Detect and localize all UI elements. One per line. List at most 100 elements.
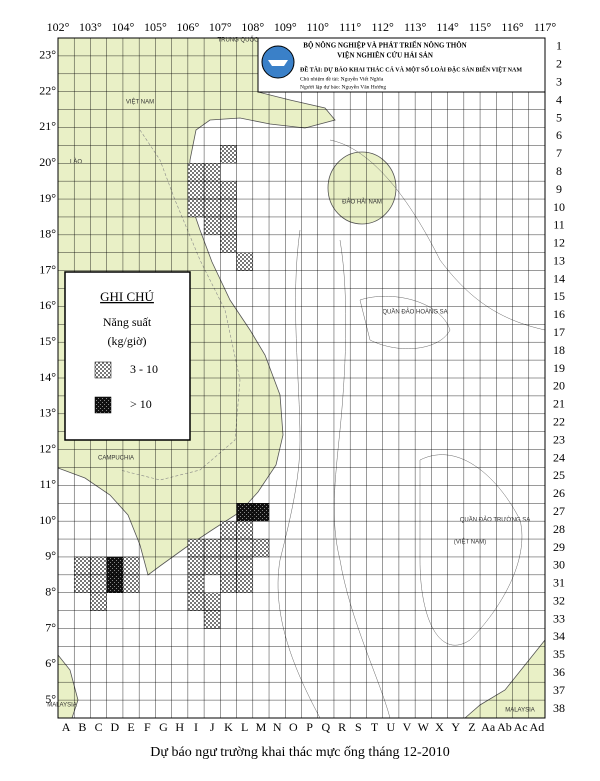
row-label: 6 xyxy=(556,128,562,142)
column-label: A xyxy=(62,720,71,734)
legend-unit: (kg/giờ) xyxy=(107,334,146,348)
legend-title: GHI CHÚ xyxy=(100,289,154,304)
row-label: 32 xyxy=(553,593,565,607)
place-label: VIỆT NAM xyxy=(126,98,154,106)
place-label: TRUNG QUỐC xyxy=(218,37,260,44)
column-label: Ab xyxy=(497,720,512,734)
forecast-cell xyxy=(203,180,221,200)
forecast-cell xyxy=(203,610,221,629)
longitude-label: 117° xyxy=(534,20,557,34)
latitude-label: 20° xyxy=(39,155,56,169)
legend-subtitle: Năng suất xyxy=(103,315,152,329)
longitude-label: 106° xyxy=(176,20,199,34)
row-label: 8 xyxy=(556,164,562,178)
forecast-cell xyxy=(122,574,140,593)
column-label: Q xyxy=(322,720,331,734)
latitude-label: 17° xyxy=(39,262,56,276)
row-label: 37 xyxy=(553,683,565,697)
forecast-cell xyxy=(90,574,107,593)
border xyxy=(119,129,241,481)
forecast-cell xyxy=(220,198,237,218)
row-label: 3 xyxy=(556,74,562,88)
forecast-cell xyxy=(252,503,270,522)
logo-boat xyxy=(268,60,288,66)
title-box: BỘ NÔNG NGHIỆP VÀ PHÁT TRIỂN NÔNG THÔN V… xyxy=(257,37,546,93)
forecast-cell xyxy=(203,592,221,611)
column-label: R xyxy=(338,720,346,734)
row-label: 25 xyxy=(553,468,565,482)
row-label: 19 xyxy=(553,361,565,375)
column-label: L xyxy=(241,720,248,734)
column-label: T xyxy=(371,720,379,734)
contour xyxy=(329,139,546,331)
longitude-label: 109° xyxy=(274,20,297,34)
latitude-label: 11° xyxy=(40,477,57,491)
column-label: I xyxy=(194,720,198,734)
forecast-cell xyxy=(236,520,253,540)
column-label: D xyxy=(110,720,119,734)
forecast-cell xyxy=(90,556,107,576)
column-label: X xyxy=(435,720,444,734)
forecast-cell xyxy=(74,556,91,576)
place-labels: TRUNG QUỐC VIỆT NAM LÀO CAMPUCHIA ĐẢO HẢI NA… xyxy=(47,37,535,714)
forecaster: Người lập dự báo: Nguyễn Văn Hướng xyxy=(300,83,386,90)
latitude-label: 21° xyxy=(39,119,56,133)
forecast-cell xyxy=(220,234,237,253)
place-label: QUẦN ĐẢO HOÀNG SA xyxy=(382,309,447,316)
row-label: 4 xyxy=(556,92,562,106)
column-label: N xyxy=(273,720,282,734)
latitude-label: 12° xyxy=(39,441,56,455)
column-label: E xyxy=(127,720,134,734)
row-label: 26 xyxy=(553,486,565,500)
forecast-cell xyxy=(203,538,221,558)
row-label: 20 xyxy=(553,379,565,393)
place-label: MALAYSIA xyxy=(505,708,535,714)
longitude-label: 115° xyxy=(469,20,492,34)
legend: GHI CHÚ Năng suất (kg/giờ) 3 - 10 > 10 xyxy=(64,271,191,441)
row-label: 35 xyxy=(553,647,565,661)
longitude-label: 113° xyxy=(404,20,427,34)
latitude-label: 5° xyxy=(45,692,56,706)
column-label: W xyxy=(418,720,430,734)
latitude-label: 9° xyxy=(45,549,56,563)
forecast-cell xyxy=(187,198,205,218)
forecast-cell xyxy=(187,538,205,558)
row-label: 18 xyxy=(553,343,565,357)
row-label: 9 xyxy=(556,182,562,196)
row-label: 34 xyxy=(553,629,565,643)
legend-label: 3 - 10 xyxy=(130,362,158,376)
longitude-label: 116° xyxy=(501,20,524,34)
row-label: 24 xyxy=(553,450,565,464)
forecast-cell xyxy=(236,574,253,593)
column-label: K xyxy=(224,720,233,734)
column-label: O xyxy=(289,720,298,734)
latitude-label: 16° xyxy=(39,298,56,312)
forecast-cell xyxy=(122,556,140,576)
caption: Dự báo ngư trường khai thác mực ống thán… xyxy=(150,745,449,760)
longitude-label: 107° xyxy=(209,20,232,34)
forecast-cell xyxy=(220,520,237,540)
row-label: 15 xyxy=(553,289,565,303)
forecast-cell xyxy=(106,574,124,593)
legend-frame xyxy=(64,271,191,441)
forecast-cell xyxy=(236,252,253,271)
project: ĐỀ TÀI: DỰ BÁO KHAI THÁC CÁ VÀ MỘT SỐ LO… xyxy=(300,65,522,73)
column-label: U xyxy=(386,720,395,734)
latitude-label: 10° xyxy=(39,513,56,527)
place-label: QUẦN ĐẢO TRƯỜNG SA xyxy=(460,517,531,524)
column-label: Aa xyxy=(481,720,496,734)
forecast-cell xyxy=(220,145,237,164)
latitude-label: 7° xyxy=(45,620,56,634)
column-label: F xyxy=(144,720,151,734)
contour xyxy=(333,239,391,719)
institute: VIỆN NGHIÊN CỨU HẢI SẢN xyxy=(337,52,433,60)
latitude-label: 8° xyxy=(45,584,56,598)
column-label: V xyxy=(403,720,412,734)
longitude-label: 108° xyxy=(241,20,264,34)
row-label: 7 xyxy=(556,146,562,160)
longitude-label: 112° xyxy=(371,20,394,34)
longitude-label: 104° xyxy=(112,20,135,34)
forecast-cell xyxy=(203,163,221,182)
forecast-cell xyxy=(236,556,253,576)
column-label: Ad xyxy=(530,720,545,734)
